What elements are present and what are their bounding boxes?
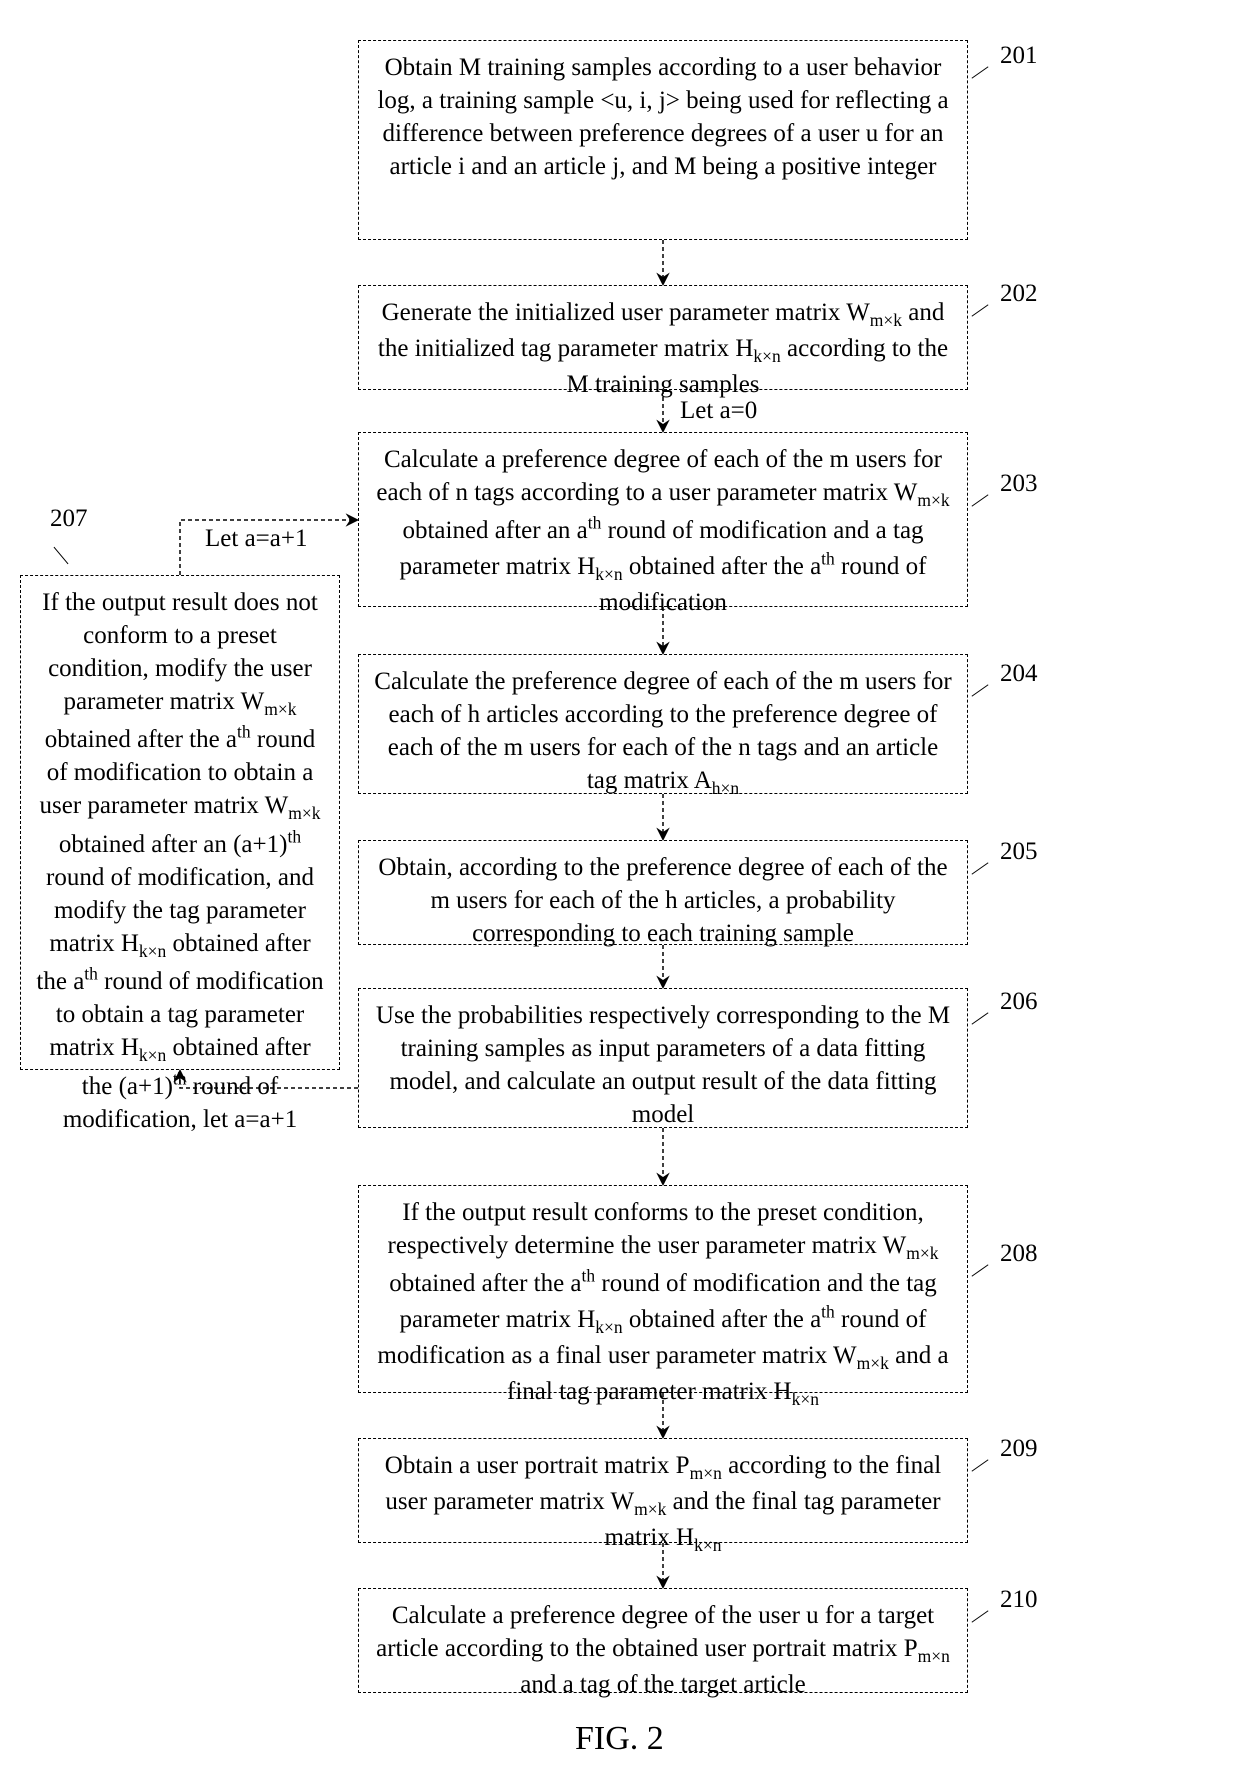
step-203-text: Calculate a preference degree of each of…: [376, 446, 949, 616]
step-207: If the output result does not conform to…: [20, 575, 340, 1070]
step-208: If the output result conforms to the pre…: [358, 1185, 968, 1393]
step-201-text: Obtain M training samples according to a…: [377, 54, 948, 180]
ref-205: 205: [1000, 838, 1038, 866]
ref-201: 201: [1000, 42, 1038, 70]
step-202-text: Generate the initialized user parameter …: [378, 299, 948, 398]
label-let-a-a1: Let a=a+1: [205, 525, 307, 553]
ref-204: 204: [1000, 660, 1038, 688]
ref-207-tick: [54, 547, 69, 564]
ref-206-tick: [972, 1012, 989, 1024]
ref-201-tick: [972, 66, 989, 78]
step-204-text: Calculate the preference degree of each …: [374, 668, 951, 794]
step-207-text: If the output result does not conform to…: [36, 589, 323, 1133]
ref-210-tick: [972, 1610, 989, 1622]
ref-204-tick: [972, 684, 989, 696]
step-205: Obtain, according to the preference degr…: [358, 840, 968, 945]
label-let-a-0: Let a=0: [680, 397, 757, 425]
step-209-text: Obtain a user portrait matrix Pm×n accor…: [385, 1452, 941, 1551]
step-204: Calculate the preference degree of each …: [358, 654, 968, 794]
ref-208: 208: [1000, 1240, 1038, 1268]
ref-208-tick: [972, 1264, 989, 1276]
ref-202: 202: [1000, 280, 1038, 308]
step-208-text: If the output result conforms to the pre…: [377, 1199, 948, 1405]
flowchart-canvas: Obtain M training samples according to a…: [0, 0, 1240, 1769]
ref-209-tick: [972, 1459, 989, 1471]
step-206: Use the probabilities respectively corre…: [358, 988, 968, 1128]
ref-205-tick: [972, 862, 989, 874]
ref-203: 203: [1000, 470, 1038, 498]
step-209: Obtain a user portrait matrix Pm×n accor…: [358, 1438, 968, 1543]
ref-207: 207: [50, 505, 88, 533]
ref-209: 209: [1000, 1435, 1038, 1463]
step-205-text: Obtain, according to the preference degr…: [378, 854, 947, 947]
ref-202-tick: [972, 304, 989, 316]
step-210: Calculate a preference degree of the use…: [358, 1588, 968, 1693]
ref-210: 210: [1000, 1586, 1038, 1614]
step-202: Generate the initialized user parameter …: [358, 285, 968, 390]
step-201: Obtain M training samples according to a…: [358, 40, 968, 240]
figure-label: FIG. 2: [575, 1720, 664, 1758]
step-206-text: Use the probabilities respectively corre…: [376, 1002, 950, 1128]
ref-206: 206: [1000, 988, 1038, 1016]
ref-203-tick: [972, 494, 989, 506]
step-210-text: Calculate a preference degree of the use…: [376, 1602, 950, 1698]
step-203: Calculate a preference degree of each of…: [358, 432, 968, 607]
